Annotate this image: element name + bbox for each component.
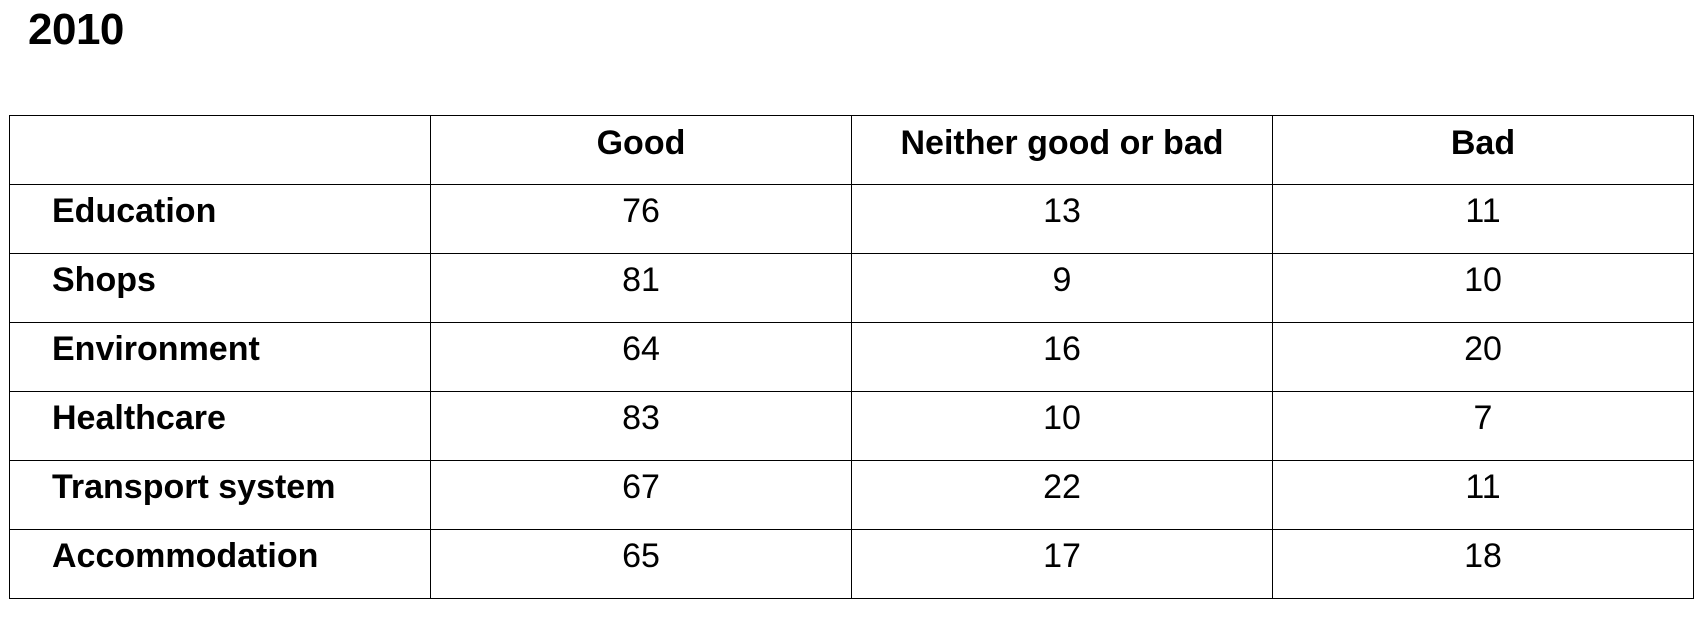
header-good: Good	[430, 115, 852, 185]
cell-neither: 9	[851, 253, 1273, 323]
cell-good: 64	[430, 322, 852, 392]
survey-table: Good Neither good or bad Bad Education 7…	[9, 115, 1694, 599]
table-row: Transport system 67 22 11	[9, 460, 1694, 530]
cell-bad: 11	[1272, 460, 1694, 530]
row-label: Shops	[9, 253, 431, 323]
table-row: Accommodation 65 17 18	[9, 529, 1694, 599]
header-bad: Bad	[1272, 115, 1694, 185]
table-row: Environment 64 16 20	[9, 322, 1694, 392]
row-label: Transport system	[9, 460, 431, 530]
table-row: Healthcare 83 10 7	[9, 391, 1694, 461]
cell-good: 76	[430, 184, 852, 254]
header-neither: Neither good or bad	[851, 115, 1273, 185]
cell-bad: 10	[1272, 253, 1694, 323]
table-row: Education 76 13 11	[9, 184, 1694, 254]
row-label: Healthcare	[9, 391, 431, 461]
cell-good: 67	[430, 460, 852, 530]
cell-neither: 16	[851, 322, 1273, 392]
row-label: Accommodation	[9, 529, 431, 599]
cell-bad: 11	[1272, 184, 1694, 254]
cell-bad: 18	[1272, 529, 1694, 599]
table-header-row: Good Neither good or bad Bad	[9, 115, 1694, 185]
cell-bad: 7	[1272, 391, 1694, 461]
page-title: 2010	[28, 5, 124, 54]
row-label: Education	[9, 184, 431, 254]
cell-good: 81	[430, 253, 852, 323]
cell-neither: 22	[851, 460, 1273, 530]
header-empty-cell	[9, 115, 431, 185]
cell-good: 65	[430, 529, 852, 599]
table-row: Shops 81 9 10	[9, 253, 1694, 323]
cell-bad: 20	[1272, 322, 1694, 392]
cell-neither: 17	[851, 529, 1273, 599]
cell-neither: 13	[851, 184, 1273, 254]
row-label: Environment	[9, 322, 431, 392]
cell-neither: 10	[851, 391, 1273, 461]
cell-good: 83	[430, 391, 852, 461]
